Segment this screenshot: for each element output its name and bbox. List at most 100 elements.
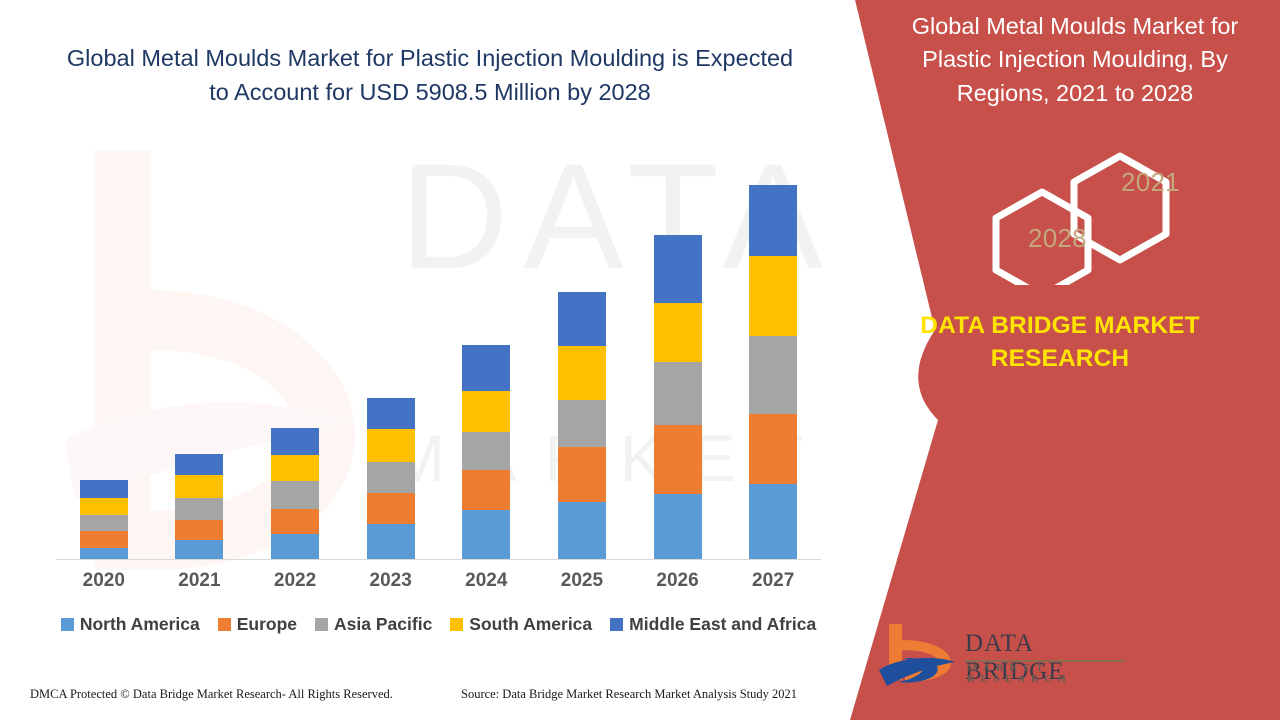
dbmr-logo-divider <box>965 660 1125 662</box>
bar-segment <box>175 497 224 520</box>
bar-stack-2026 <box>653 235 702 559</box>
bar-segment <box>79 479 128 498</box>
panel-title: Global Metal Moulds Market for Plastic I… <box>911 13 1239 106</box>
brand-name: DATA BRIDGE MARKET RESEARCH <box>920 312 1200 372</box>
bar-column <box>152 171 248 559</box>
legend-item[interactable]: North America <box>60 614 200 635</box>
source-text: Source: Data Bridge Market Research Mark… <box>461 687 798 701</box>
bar-segment <box>557 399 606 447</box>
page-title: Global Metal Moulds Market for Plastic I… <box>66 45 794 105</box>
bar-segment <box>366 492 415 524</box>
bar-segment <box>175 519 224 540</box>
x-axis-line <box>56 559 821 560</box>
hexagon-2028-label: 2028 <box>1028 223 1087 253</box>
bar-column <box>56 171 152 559</box>
bar-segment <box>749 413 798 484</box>
hexagon-group: 2021 2028 <box>970 150 1230 300</box>
dbmr-logo-mark <box>879 624 955 686</box>
bar-column <box>247 171 343 559</box>
bar-segment <box>462 469 511 510</box>
panel-background-shape <box>840 0 1280 720</box>
bar-segment <box>366 397 415 429</box>
hexagon-2021-outline <box>1070 152 1170 264</box>
bar-segment <box>366 461 415 493</box>
bar-segment <box>79 497 128 515</box>
bar-segment <box>79 514 128 531</box>
bar-column <box>534 171 630 559</box>
legend-swatch-icon <box>450 618 464 631</box>
bar-segment <box>271 480 320 509</box>
x-axis-label: 2020 <box>82 570 125 591</box>
bar-segment <box>175 453 224 475</box>
bar-stack-2022 <box>271 427 320 559</box>
bar-segment <box>749 336 798 414</box>
bar-segment <box>175 474 224 498</box>
bar-segment <box>271 427 320 455</box>
bar-segment <box>653 493 702 559</box>
bar-segment <box>557 292 606 347</box>
x-axis-label: 2022 <box>273 570 317 591</box>
bar-column <box>343 171 439 559</box>
legend-label: North America <box>79 614 200 634</box>
x-axis-label: 2023 <box>369 570 412 591</box>
bar-stack-2027 <box>749 185 798 559</box>
bar-stack-2020 <box>79 479 128 559</box>
bar-segment <box>462 509 511 559</box>
bar-stack-2021 <box>175 453 224 559</box>
bar-segment <box>749 483 798 559</box>
bar-column <box>725 171 821 559</box>
bar-segment <box>462 345 511 391</box>
dbmr-logo: DATA BRIDGE MARKET RESEARCH <box>875 618 1135 690</box>
x-axis-label: 2027 <box>752 570 795 591</box>
bar-segment <box>175 539 224 559</box>
bar-segment <box>653 303 702 362</box>
bar-segment <box>366 523 415 559</box>
bar-segment <box>749 185 798 257</box>
panel-content: Global Metal Moulds Market for Plastic I… <box>840 0 1280 720</box>
legend-item[interactable]: Asia Pacific <box>315 614 432 635</box>
bar-segment <box>557 446 606 502</box>
legend-label: Asia Pacific <box>334 614 433 634</box>
dbmr-logo-tagline: MARKET RESEARCH <box>967 663 1072 685</box>
bar-segment <box>462 390 511 432</box>
x-axis-label: 2026 <box>656 570 699 591</box>
hexagon-2021-label: 2021 <box>1121 167 1180 197</box>
copyright-text: DMCA Protected © Data Bridge Market Rese… <box>30 687 393 701</box>
bar-stack-2024 <box>462 345 511 559</box>
bar-segment <box>653 424 702 494</box>
hexagon-shapes <box>992 152 1170 300</box>
bar-segment <box>271 533 320 559</box>
bar-segment <box>271 454 320 481</box>
chart-legend: North America Europe Asia Pacific South Ame… <box>56 614 821 635</box>
bar-segment <box>271 508 320 534</box>
legend-item[interactable]: Europe <box>217 614 297 635</box>
bar-stack-2023 <box>366 397 415 559</box>
bar-group <box>56 171 821 559</box>
bar-segment <box>462 431 511 470</box>
bar-segment <box>79 530 128 548</box>
bar-column <box>439 171 535 559</box>
legend-item[interactable]: South America <box>450 614 592 635</box>
legend-swatch-icon <box>610 618 624 631</box>
x-axis-tick-labels: 2020 2021 2022 2023 2024 2025 2026 2027 <box>56 570 821 592</box>
x-axis-label: 2025 <box>560 570 604 591</box>
bar-segment <box>557 501 606 559</box>
legend-label: Middle East and Africa <box>629 614 817 634</box>
bar-segment <box>653 361 702 425</box>
x-axis-label: 2021 <box>178 570 221 591</box>
legend-item[interactable]: Middle East and Africa <box>610 614 816 635</box>
chart-plot-area <box>56 170 821 560</box>
bar-column <box>630 171 726 559</box>
legend-swatch-icon <box>217 618 231 631</box>
bar-segment <box>749 256 798 337</box>
bar-segment <box>557 346 606 400</box>
bar-segment <box>79 547 128 559</box>
bar-segment <box>653 235 702 304</box>
bar-stack-2025 <box>557 292 606 559</box>
x-axis-label: 2024 <box>465 570 508 591</box>
right-panel: Global Metal Moulds Market for Plastic I… <box>840 0 1280 720</box>
legend-label: South America <box>469 614 593 634</box>
bar-segment <box>366 428 415 462</box>
dbmr-logo-name: DATA BRIDGE <box>965 630 1065 685</box>
